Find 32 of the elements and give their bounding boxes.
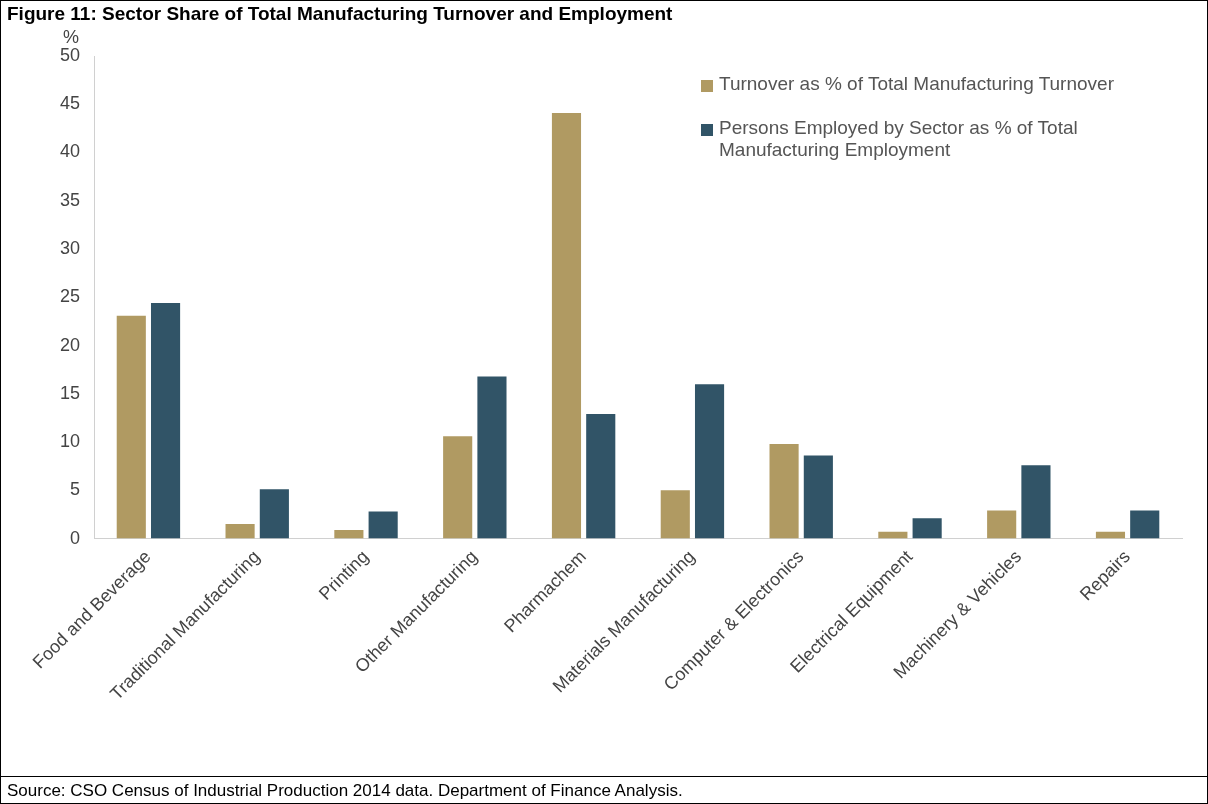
bar (1130, 510, 1160, 539)
bar (477, 376, 507, 539)
y-tick-label: 35 (59, 189, 81, 210)
bar (803, 455, 833, 539)
bar (443, 436, 473, 539)
bar (694, 384, 725, 539)
legend-label: Turnover as % of Total Manufacturing Turnover (719, 73, 1114, 95)
y-tick-label: 45 (59, 93, 81, 114)
bar (551, 112, 582, 539)
y-tick-label: 15 (59, 382, 81, 403)
bar (912, 518, 942, 539)
y-tick-label: 5 (70, 479, 81, 500)
bar (586, 414, 616, 539)
bar (259, 489, 289, 539)
chart-title: Figure 11: Sector Share of Total Manufacturing Turnover and Employment (6, 2, 674, 25)
bar (225, 524, 255, 539)
bar (769, 444, 799, 539)
bar (116, 315, 146, 539)
bar (660, 490, 690, 539)
y-tick-label: 25 (59, 286, 81, 307)
bar (1021, 465, 1051, 539)
y-tick-label: 30 (59, 238, 81, 258)
bar (368, 511, 398, 539)
legend-label: Persons Employed by Sector as % of Total Manufacturing Employment (719, 117, 1079, 161)
bar (334, 529, 364, 539)
y-tick-label: 40 (59, 141, 81, 162)
y-tick-label: 20 (59, 334, 81, 355)
bar (150, 303, 181, 539)
y-tick-label: 10 (59, 431, 81, 452)
y-tick-label: 0 (70, 527, 81, 548)
bar (987, 510, 1017, 539)
source-note: Source: CSO Census of Industrial Production 2014 data. Department of Finance Analysis. (1, 776, 1207, 803)
